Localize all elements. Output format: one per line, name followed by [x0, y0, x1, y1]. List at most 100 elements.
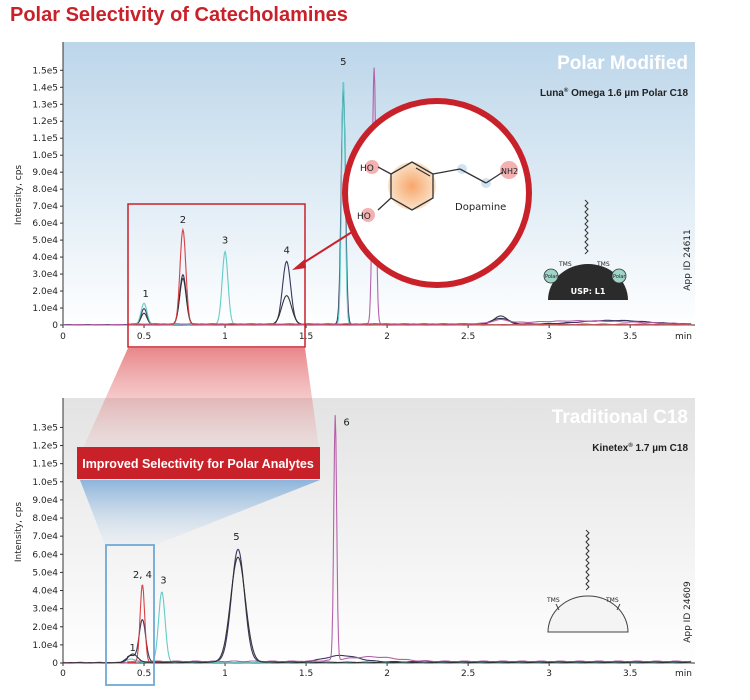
peak-label: 1 — [142, 289, 148, 300]
top-ligand-chain — [584, 199, 589, 255]
series-line — [63, 556, 692, 664]
x-tick-label: 0 — [60, 669, 66, 679]
series-line — [63, 227, 692, 326]
y-axis-label: Intensity, cps — [14, 502, 24, 563]
tms-label-left-bottom: TMS — [546, 597, 560, 604]
x-tick-label: 3.5 — [623, 332, 637, 342]
x-tick-label: 2.5 — [461, 332, 475, 342]
molecule-name: Dopamine — [455, 202, 506, 213]
y-tick-label: 1.5e5 — [32, 66, 58, 76]
y-tick-label: 2.0e4 — [32, 287, 58, 297]
inset-pointer-arrow — [299, 231, 353, 266]
peak-label: 5 — [233, 532, 239, 543]
atom-nh2: NH2 — [501, 167, 518, 176]
x-axis-unit-label: min — [675, 669, 692, 679]
x-tick-label: 1.5 — [299, 332, 313, 342]
x-tick-label: 2 — [384, 332, 390, 342]
ring-highlight — [388, 162, 436, 210]
column-subtitle: Kinetex® 1.7 µm C18 — [592, 442, 688, 454]
panel-title: Polar Modified — [557, 53, 688, 74]
x-tick-label: 0.5 — [137, 332, 151, 342]
bond-oh-2 — [377, 197, 392, 211]
bond-chain-1 — [432, 168, 461, 175]
oh-highlight-1 — [365, 160, 379, 174]
peak-label: 2 — [180, 215, 186, 226]
y-tick-label: 8.0e4 — [32, 185, 58, 195]
app-id-label: App ID 24609 — [683, 581, 693, 643]
bottom-chart: 0 1.0e4 2.0e4 3.0e4 4.0e4 5.0e4 6.0e4 7.0e4 8.0e… — [14, 398, 695, 679]
tms-stub-left — [555, 603, 560, 611]
dopamine-structure: HO HO NH2 Dopamine — [357, 160, 518, 222]
x-tick-label: 3 — [546, 332, 552, 342]
y-tick-label: 4.0e4 — [32, 253, 58, 263]
bond-chain-2 — [459, 168, 487, 184]
column-subtitle: Luna® Omega 1.6 µm Polar C18 — [540, 87, 688, 99]
y-tick-label: 9.0e4 — [32, 496, 58, 506]
y-tick-label: 1.2e5 — [32, 117, 58, 127]
bottom-highlight-box — [105, 544, 155, 686]
polar-bead-left — [543, 268, 559, 284]
top-particle-dome — [548, 264, 628, 300]
y-tick-label: 9.0e4 — [32, 168, 58, 178]
top-highlight-box — [127, 203, 306, 348]
top-chart: 0 1.0e4 2.0e4 3.0e4 4.0e4 5.0e4 6.0e4 7.0e4 8.0e… — [14, 42, 695, 342]
bottom-particle-dome — [547, 595, 629, 633]
y-tick-label: 6.0e4 — [32, 219, 58, 229]
y-tick-label: 7.0e4 — [32, 202, 58, 212]
y-tick-label: 1.0e4 — [32, 641, 58, 651]
funnel-red — [80, 348, 320, 455]
peak-label: 1 — [129, 643, 135, 654]
panel-title: Traditional C18 — [552, 407, 688, 428]
x-axis-unit-label: min — [675, 332, 692, 342]
x-tick-label: 3 — [546, 669, 552, 679]
y-tick-label: 1.3e5 — [32, 100, 58, 110]
x-tick-label: 2.5 — [461, 669, 475, 679]
y-tick-label: 2.0e4 — [32, 623, 58, 633]
y-tick-label: 1.1e5 — [32, 460, 58, 470]
callout-text: Improved Selectivity for Polar Analytes — [82, 457, 314, 471]
x-tick-label: 3.5 — [623, 669, 637, 679]
y-tick-label: 1.0e5 — [32, 151, 58, 161]
nh2-highlight — [500, 161, 518, 179]
tms-stub-right — [616, 603, 621, 611]
y-tick-label: 1.1e5 — [32, 134, 58, 144]
polar-c18-particle-icon: TMS TMS Polar Polar USP: L1 — [543, 199, 628, 300]
y-axis-label: Intensity, cps — [14, 165, 24, 226]
tms-label-right: TMS — [596, 261, 610, 268]
y-tick-label: 5.0e4 — [32, 236, 58, 246]
inset-pointer-arrowhead — [292, 259, 306, 270]
peak-label: 5 — [340, 57, 346, 68]
app-id-label: App ID 24611 — [683, 229, 693, 291]
peak-label: 3 — [222, 235, 228, 246]
x-tick-label: 0.5 — [137, 669, 151, 679]
c18-particle-icon: TMS TMS — [546, 529, 629, 633]
bond-chain-3 — [485, 171, 504, 184]
y-tick-label: 1.2e5 — [32, 442, 58, 452]
tms-label-right-bottom: TMS — [605, 597, 619, 604]
y-tick-label: 0 — [52, 659, 58, 669]
y-tick-label: 1.0e5 — [32, 478, 58, 488]
peak-label: 2, 4 — [133, 570, 152, 581]
callout-banner — [77, 447, 320, 479]
peak-label: 4 — [283, 246, 289, 257]
page-title: Polar Selectivity of Catecholamines — [10, 4, 348, 26]
y-tick-label: 0 — [52, 321, 58, 331]
ring-double-bond — [415, 167, 431, 177]
y-tick-label: 4.0e4 — [32, 587, 58, 597]
y-tick-label: 1.0e4 — [32, 304, 58, 314]
bottom-ligand-chain — [585, 529, 590, 591]
y-tick-label: 3.0e4 — [32, 605, 58, 615]
bond-oh-1 — [377, 166, 392, 175]
y-tick-label: 1.4e5 — [32, 83, 58, 93]
polar-label-right: Polar — [613, 274, 626, 280]
x-tick-label: 2 — [384, 669, 390, 679]
peak-label: 6 — [343, 418, 349, 429]
peak-label: 3 — [160, 575, 166, 586]
usp-label: USP: L1 — [571, 287, 606, 296]
atom-ho-1: HO — [360, 164, 374, 174]
y-tick-label: 6.0e4 — [32, 550, 58, 560]
series-line — [62, 415, 692, 664]
y-tick-label: 8.0e4 — [32, 514, 58, 524]
y-tick-label: 1.3e5 — [32, 423, 58, 433]
